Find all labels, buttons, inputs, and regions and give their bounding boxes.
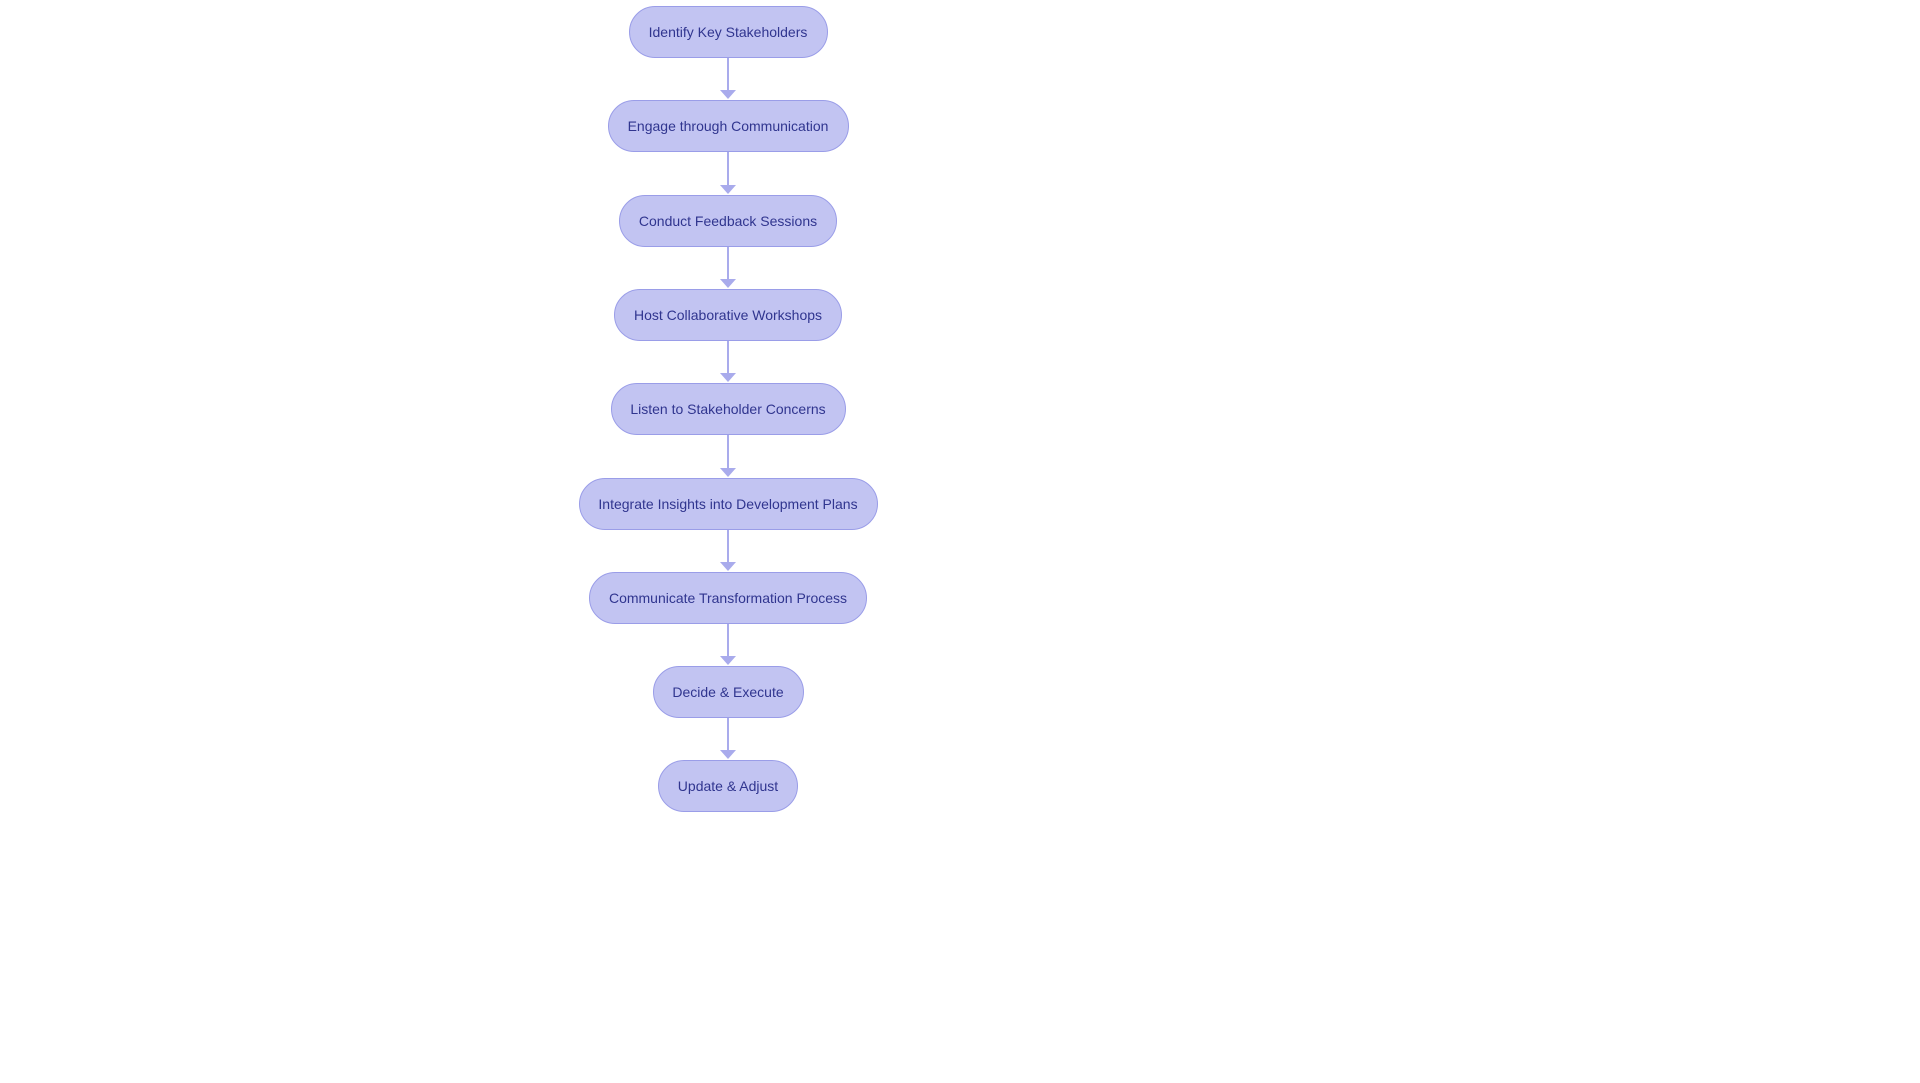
node-label: Decide & Execute	[672, 684, 783, 700]
flowchart-node: Integrate Insights into Development Plan…	[579, 478, 878, 530]
node-label: Update & Adjust	[678, 778, 778, 794]
flowchart-edge	[727, 341, 729, 374]
arrowhead-icon	[720, 656, 736, 665]
node-label: Host Collaborative Workshops	[634, 307, 822, 323]
flowchart-edge	[727, 58, 729, 91]
arrowhead-icon	[720, 562, 736, 571]
flowchart-edge	[727, 624, 729, 657]
flowchart-node: Host Collaborative Workshops	[614, 289, 842, 341]
arrowhead-icon	[720, 279, 736, 288]
flowchart-edge	[727, 435, 729, 468]
flowchart-node: Listen to Stakeholder Concerns	[611, 383, 846, 435]
flowchart-edge	[727, 247, 729, 280]
flowchart-node: Engage through Communication	[608, 100, 849, 152]
flowchart-canvas: Identify Key Stakeholders Engage through …	[0, 0, 1920, 1083]
flowchart-edge	[727, 530, 729, 563]
flowchart-edge	[727, 718, 729, 751]
node-label: Integrate Insights into Development Plan…	[598, 496, 857, 512]
node-label: Communicate Transformation Process	[609, 590, 847, 606]
flowchart-node: Update & Adjust	[658, 760, 798, 812]
flowchart-edge	[727, 152, 729, 185]
arrowhead-icon	[720, 373, 736, 382]
flowchart-node: Communicate Transformation Process	[589, 572, 867, 624]
arrowhead-icon	[720, 468, 736, 477]
arrowhead-icon	[720, 750, 736, 759]
arrowhead-icon	[720, 90, 736, 99]
node-label: Identify Key Stakeholders	[649, 24, 808, 40]
flowchart-node: Identify Key Stakeholders	[629, 6, 828, 58]
node-label: Engage through Communication	[628, 118, 829, 134]
flowchart-node: Decide & Execute	[653, 666, 804, 718]
flowchart-node: Conduct Feedback Sessions	[619, 195, 837, 247]
node-label: Conduct Feedback Sessions	[639, 213, 817, 229]
arrowhead-icon	[720, 185, 736, 194]
node-label: Listen to Stakeholder Concerns	[630, 401, 825, 417]
